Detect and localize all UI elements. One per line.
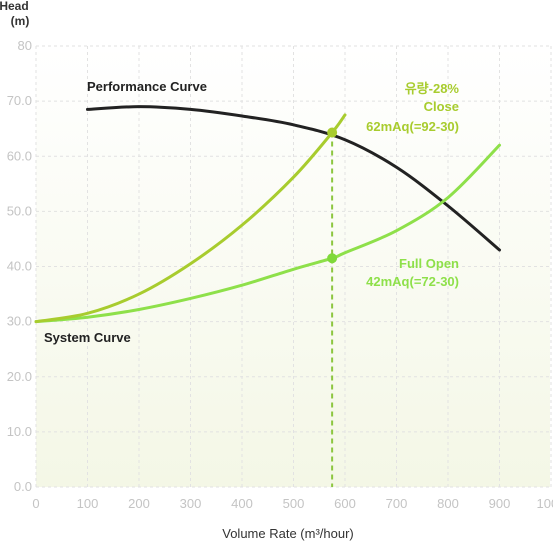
x-tick-label-6: 600 [334, 496, 356, 511]
close-annotation-line3: 62mAq(=92-30) [366, 119, 459, 134]
x-tick-label-9: 900 [489, 496, 511, 511]
performance-curve-label: Performance Curve [87, 79, 207, 94]
x-tick-label-0: 0 [32, 496, 39, 511]
curves [34, 105, 501, 324]
y-tick-label-0: 0.0 [14, 479, 32, 494]
x-axis-title: Volume Rate (m³/hour) [222, 526, 354, 541]
x-tick-labels: 0 100 200 300 400 500 600 700 800 900 1000 [32, 496, 553, 511]
system-curve-full-open-line [34, 143, 501, 324]
y-tick-labels: 0.0 10.0 20.0 30.0 40.0 50.0 60.0 70.0 80 [7, 38, 32, 494]
close-operating-point [327, 127, 338, 138]
x-tick-label-4: 400 [231, 496, 253, 511]
x-tick-label-3: 300 [180, 496, 202, 511]
y-tick-label-2: 20.0 [7, 369, 32, 384]
close-annotation-line1: 유량-28% [405, 81, 460, 96]
x-tick-label-1: 100 [77, 496, 99, 511]
x-tick-label-8: 800 [437, 496, 459, 511]
y-tick-label-3: 30.0 [7, 314, 32, 329]
system-curve-close-line [34, 113, 347, 324]
grid-lines [35, 45, 552, 488]
y-tick-label-7: 70.0 [7, 93, 32, 108]
y-tick-label-1: 10.0 [7, 424, 32, 439]
system-curve-label: System Curve [44, 330, 131, 345]
x-tick-label-5: 500 [283, 496, 305, 511]
y-axis-title-line2: (m) [11, 14, 30, 28]
open-annotation-line2: 42mAq(=72-30) [366, 274, 459, 289]
y-tick-label-4: 40.0 [7, 259, 32, 274]
y-tick-label-5: 50.0 [7, 203, 32, 218]
full-open-operating-point [327, 253, 338, 264]
y-tick-label-6: 60.0 [7, 148, 32, 163]
x-tick-label-2: 200 [128, 496, 150, 511]
y-axis-title-line1: Head [0, 0, 29, 13]
close-annotation-line2: Close [424, 99, 459, 114]
x-tick-label-10: 1000 [537, 496, 553, 511]
open-annotation-line1: Full Open [399, 256, 459, 271]
performance-curve-line [86, 105, 501, 252]
y-tick-label-8: 80 [18, 38, 32, 53]
markers [327, 127, 338, 264]
x-tick-label-7: 700 [386, 496, 408, 511]
